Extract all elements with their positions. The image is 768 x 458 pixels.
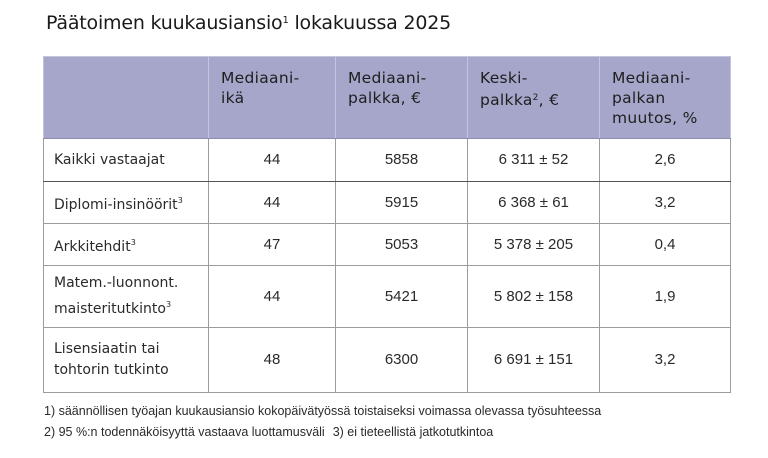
header-median-salary: Mediaani- palkka, € bbox=[335, 56, 468, 139]
table-row: Lisensiaatin tai tohtorin tutkinto 48 630… bbox=[43, 327, 731, 393]
cell-mean-salary: 6 368 ± 61 bbox=[467, 181, 600, 224]
cell-mean-salary: 6 311 ± 52 bbox=[467, 138, 600, 182]
cell-median-change: 0,4 bbox=[599, 223, 731, 266]
row-label: Lisensiaatin tai tohtorin tutkinto bbox=[43, 327, 209, 393]
header-median-age: Mediaani- ikä bbox=[208, 56, 336, 139]
cell-median-age: 44 bbox=[208, 138, 336, 182]
footnote-1: 1) säännöllisen työajan kuukausiansio ko… bbox=[44, 404, 602, 418]
row-footnote-ref: 3 bbox=[130, 237, 136, 247]
row-label-text: Kaikki vastaajat bbox=[54, 151, 165, 168]
header-mean-salary: Keski- palkka2, € bbox=[467, 56, 600, 139]
row-label-text: Arkkitehdit bbox=[54, 238, 131, 255]
row-label: Arkkitehdit3 bbox=[43, 223, 209, 266]
table-row: Diplomi-insinöörit3 44 5915 6 368 ± 61 3… bbox=[43, 181, 731, 224]
title-footnote-ref: 1 bbox=[282, 15, 289, 26]
table-row: Matem.-luonnont. maisteritutkinto3 44 542… bbox=[43, 265, 731, 328]
row-label-text: Diplomi-insinöörit bbox=[54, 196, 178, 213]
cell-median-salary: 5915 bbox=[335, 181, 468, 224]
page-title: Päätoimen kuukausiansio1 lokakuussa 2025 bbox=[46, 12, 451, 34]
row-label: Matem.-luonnont. maisteritutkinto3 bbox=[43, 265, 209, 328]
header-median-change: Mediaani- palkan muutos, % bbox=[599, 56, 731, 139]
cell-mean-salary: 5 378 ± 205 bbox=[467, 223, 600, 266]
header-line: palkan bbox=[612, 89, 666, 107]
title-text: Päätoimen kuukausiansio bbox=[46, 12, 283, 34]
header-category bbox=[43, 56, 209, 139]
cell-median-age: 44 bbox=[208, 265, 336, 328]
header-line: palkka, € bbox=[348, 89, 422, 107]
cell-median-salary: 5858 bbox=[335, 138, 468, 182]
footnote-2: 2) 95 %:n todennäköisyyttä vastaava luot… bbox=[44, 425, 325, 439]
footnote-3: 3) ei tieteellistä jatkotutkintoa bbox=[332, 425, 494, 439]
row-footnote-ref: 3 bbox=[165, 300, 172, 309]
cell-median-change: 3,2 bbox=[599, 181, 731, 224]
table-header-row: Mediaani- ikä Mediaani- palkka, € Keski-… bbox=[43, 56, 731, 139]
header-line: Keski- bbox=[480, 69, 528, 87]
cell-median-change: 1,9 bbox=[599, 265, 731, 328]
row-label-text: Matem.-luonnont. bbox=[54, 275, 179, 291]
header-line: muutos, % bbox=[612, 109, 698, 127]
cell-median-salary: 5421 bbox=[335, 265, 468, 328]
header-text: , € bbox=[538, 91, 560, 109]
cell-median-salary: 5053 bbox=[335, 223, 468, 266]
row-label: Diplomi-insinöörit3 bbox=[43, 181, 209, 224]
table-row: Arkkitehdit3 47 5053 5 378 ± 205 0,4 bbox=[43, 223, 731, 266]
title-suffix: lokakuussa 2025 bbox=[288, 12, 452, 34]
row-label: Kaikki vastaajat bbox=[43, 138, 209, 182]
footnotes: 1) säännöllisen työajan kuukausiansio ko… bbox=[44, 401, 601, 443]
cell-mean-salary: 5 802 ± 158 bbox=[467, 265, 600, 328]
footnote-line-2: 2) 95 %:n todennäköisyyttä vastaava luot… bbox=[44, 422, 601, 443]
row-label-text: Lisensiaatin tai bbox=[54, 341, 160, 357]
salary-table: Mediaani- ikä Mediaani- palkka, € Keski-… bbox=[43, 56, 731, 393]
header-footnote-ref: 2 bbox=[532, 93, 539, 103]
header-line: ikä bbox=[221, 89, 245, 107]
cell-median-change: 3,2 bbox=[599, 327, 731, 393]
header-text: palkka bbox=[480, 91, 533, 109]
cell-median-salary: 6300 bbox=[335, 327, 468, 393]
row-label-text: tohtorin tutkinto bbox=[54, 362, 169, 378]
cell-median-age: 44 bbox=[208, 181, 336, 224]
cell-median-age: 47 bbox=[208, 223, 336, 266]
header-line: palkka2, € bbox=[480, 88, 587, 110]
table-row: Kaikki vastaajat 44 5858 6 311 ± 52 2,6 bbox=[43, 138, 731, 182]
row-label-text: maisteritutkinto bbox=[54, 301, 166, 317]
header-line: Mediaani- bbox=[348, 69, 427, 87]
cell-median-change: 2,6 bbox=[599, 138, 731, 182]
cell-mean-salary: 6 691 ± 151 bbox=[467, 327, 600, 393]
row-footnote-ref: 3 bbox=[177, 195, 183, 205]
header-line: Mediaani- bbox=[612, 69, 691, 87]
cell-median-age: 48 bbox=[208, 327, 336, 393]
header-line: Mediaani- bbox=[221, 69, 300, 87]
